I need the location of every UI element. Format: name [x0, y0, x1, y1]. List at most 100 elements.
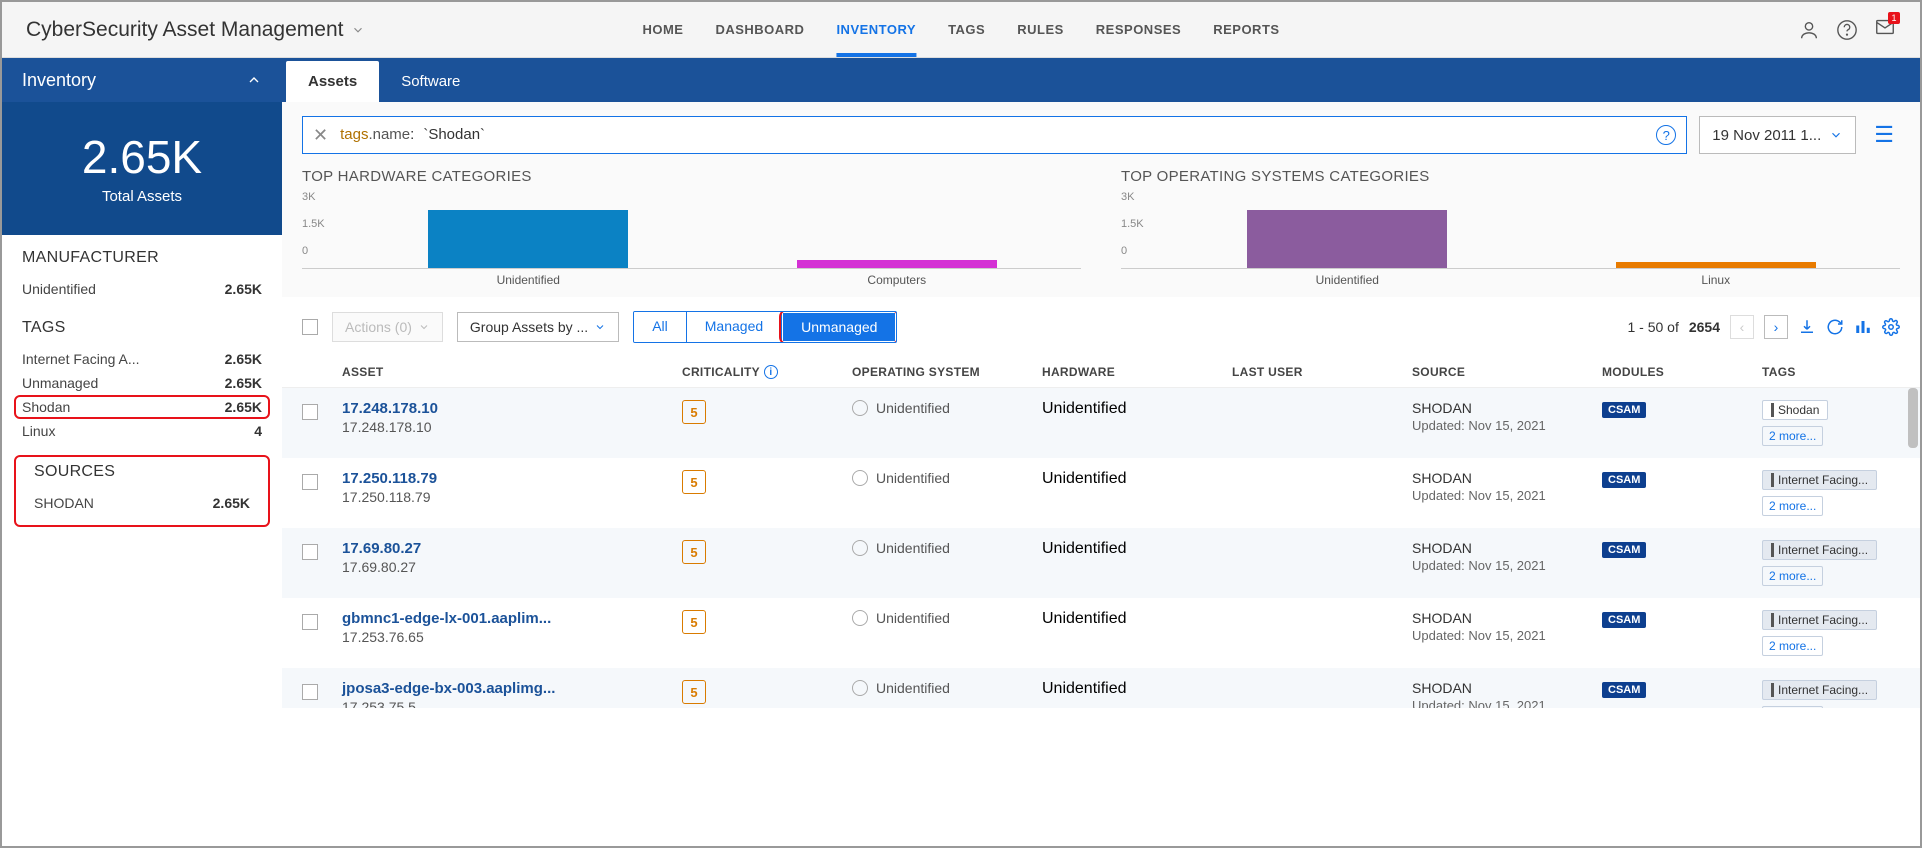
- src-name: SHODAN: [1412, 540, 1602, 556]
- col-asset[interactable]: ASSET: [342, 365, 682, 379]
- asset-name[interactable]: 17.248.178.10: [342, 400, 682, 417]
- col-tags[interactable]: TAGS: [1762, 365, 1900, 379]
- tab-assets[interactable]: Assets: [286, 61, 379, 102]
- chart-bar[interactable]: [1247, 210, 1447, 268]
- next-page[interactable]: ›: [1764, 315, 1788, 339]
- row-checkbox[interactable]: [302, 684, 318, 700]
- hw-value: Unidentified: [1042, 610, 1232, 628]
- table-row[interactable]: gbmnc1-edge-lx-001.aaplim...17.253.76.65…: [282, 598, 1920, 668]
- chart-bar[interactable]: [428, 210, 628, 268]
- globe-icon: [852, 540, 868, 556]
- seg-managed[interactable]: Managed: [687, 312, 782, 342]
- sidebar-row[interactable]: Unmanaged2.65K: [22, 371, 262, 395]
- criticality-badge: 5: [682, 680, 706, 704]
- download-icon[interactable]: [1798, 318, 1816, 336]
- sidebar-header[interactable]: Inventory: [2, 58, 282, 102]
- table-header: ASSET CRITICALITYi OPERATING SYSTEM HARD…: [282, 357, 1920, 388]
- topnav-inventory[interactable]: INVENTORY: [836, 4, 916, 55]
- sidebar-row[interactable]: SHODAN2.65K: [34, 491, 250, 515]
- topnav-reports[interactable]: REPORTS: [1213, 4, 1279, 55]
- col-os[interactable]: OPERATING SYSTEM: [852, 365, 1042, 379]
- chart-icon[interactable]: [1854, 318, 1872, 336]
- app-title[interactable]: CyberSecurity Asset Management: [26, 18, 365, 42]
- scrollbar[interactable]: [1908, 388, 1918, 448]
- chevron-down-icon: [351, 23, 365, 37]
- date-filter[interactable]: 19 Nov 2011 1...: [1699, 116, 1856, 154]
- filter-row: ✕ tags.name: `Shodan` ? 19 Nov 2011 1...…: [282, 102, 1920, 162]
- col-modules[interactable]: MODULES: [1602, 365, 1762, 379]
- prev-page[interactable]: ‹: [1730, 315, 1754, 339]
- criticality-badge: 5: [682, 470, 706, 494]
- topnav-home[interactable]: HOME: [642, 4, 683, 55]
- tags-title: TAGS: [22, 319, 262, 337]
- more-tags[interactable]: 2 more...: [1762, 706, 1823, 708]
- asset-sub: 17.248.178.10: [342, 419, 682, 435]
- chart-bar[interactable]: [797, 260, 997, 268]
- module-badge: CSAM: [1602, 682, 1646, 698]
- group-button[interactable]: Group Assets by ...: [457, 312, 619, 342]
- search-help-icon[interactable]: ?: [1656, 125, 1676, 145]
- asset-name[interactable]: jposa3-edge-bx-003.aaplimg...: [342, 680, 682, 697]
- more-tags[interactable]: 2 more...: [1762, 566, 1823, 586]
- user-icon[interactable]: [1798, 19, 1820, 41]
- sidebar-row[interactable]: Linux4: [22, 419, 262, 443]
- asset-name[interactable]: gbmnc1-edge-lx-001.aaplim...: [342, 610, 682, 627]
- col-source[interactable]: SOURCE: [1412, 365, 1602, 379]
- search-box[interactable]: ✕ tags.name: `Shodan` ?: [302, 116, 1687, 154]
- asset-name[interactable]: 17.250.118.79: [342, 470, 682, 487]
- settings-icon[interactable]: [1882, 318, 1900, 336]
- asset-name[interactable]: 17.69.80.27: [342, 540, 682, 557]
- info-icon[interactable]: i: [764, 365, 778, 379]
- topnav-rules[interactable]: RULES: [1017, 4, 1064, 55]
- row-checkbox[interactable]: [302, 614, 318, 630]
- refresh-icon[interactable]: [1826, 318, 1844, 336]
- module-badge: CSAM: [1602, 472, 1646, 488]
- table-row[interactable]: jposa3-edge-bx-003.aaplimg... 17.253.75.5…: [282, 668, 1920, 708]
- tag-pill[interactable]: Internet Facing...: [1762, 610, 1877, 630]
- more-tags[interactable]: 2 more...: [1762, 426, 1823, 446]
- sidebar-title: Inventory: [22, 70, 96, 91]
- seg-unmanaged[interactable]: Unmanaged: [783, 313, 895, 341]
- asset-sub: 17.253.75.5: [342, 699, 682, 708]
- tag-pill[interactable]: Internet Facing...: [1762, 540, 1877, 560]
- chart-xlabel: Linux: [1532, 269, 1901, 287]
- col-hardware[interactable]: HARDWARE: [1042, 365, 1232, 379]
- sidebar: Inventory 2.65K Total Assets MANUFACTURE…: [2, 58, 282, 846]
- src-name: SHODAN: [1412, 610, 1602, 626]
- mail-wrap[interactable]: 1: [1874, 16, 1896, 43]
- tag-pill[interactable]: Internet Facing...: [1762, 470, 1877, 490]
- clear-search-icon[interactable]: ✕: [313, 125, 328, 146]
- chart-bar[interactable]: [1616, 262, 1816, 268]
- tab-software[interactable]: Software: [379, 61, 482, 102]
- sidebar-row[interactable]: Internet Facing A...2.65K: [22, 347, 262, 371]
- row-checkbox[interactable]: [302, 544, 318, 560]
- table-row[interactable]: 17.69.80.2717.69.80.275UnidentifiedUnide…: [282, 528, 1920, 598]
- row-checkbox[interactable]: [302, 474, 318, 490]
- sidebar-row[interactable]: Unidentified2.65K: [22, 277, 262, 301]
- table-row[interactable]: 17.248.178.1017.248.178.105UnidentifiedU…: [282, 388, 1920, 458]
- topnav-dashboard[interactable]: DASHBOARD: [715, 4, 804, 55]
- more-tags[interactable]: 2 more...: [1762, 636, 1823, 656]
- topnav-responses[interactable]: RESPONSES: [1096, 4, 1181, 55]
- seg-all[interactable]: All: [634, 312, 687, 342]
- col-lastuser[interactable]: LAST USER: [1232, 365, 1412, 379]
- help-icon[interactable]: [1836, 19, 1858, 41]
- select-all-checkbox[interactable]: [302, 319, 318, 335]
- asset-sub: 17.250.118.79: [342, 489, 682, 505]
- menu-icon[interactable]: ☰: [1868, 122, 1900, 148]
- chart-xlabel: Computers: [713, 269, 1082, 287]
- chevron-up-icon: [246, 72, 262, 88]
- globe-icon: [852, 680, 868, 696]
- tag-pill[interactable]: Shodan: [1762, 400, 1828, 420]
- more-tags[interactable]: 2 more...: [1762, 496, 1823, 516]
- col-criticality[interactable]: CRITICALITYi: [682, 365, 852, 379]
- src-name: SHODAN: [1412, 400, 1602, 416]
- asset-sub: 17.69.80.27: [342, 559, 682, 575]
- table-row[interactable]: 17.250.118.7917.250.118.795UnidentifiedU…: [282, 458, 1920, 528]
- topnav-tags[interactable]: TAGS: [948, 4, 985, 55]
- charts: TOP HARDWARE CATEGORIES 3K1.5K0 Unidenti…: [282, 162, 1920, 297]
- sidebar-sources: SOURCESSHODAN2.65K: [14, 455, 270, 527]
- row-checkbox[interactable]: [302, 404, 318, 420]
- sidebar-row[interactable]: Shodan2.65K: [14, 395, 270, 419]
- tag-pill[interactable]: Internet Facing...: [1762, 680, 1877, 700]
